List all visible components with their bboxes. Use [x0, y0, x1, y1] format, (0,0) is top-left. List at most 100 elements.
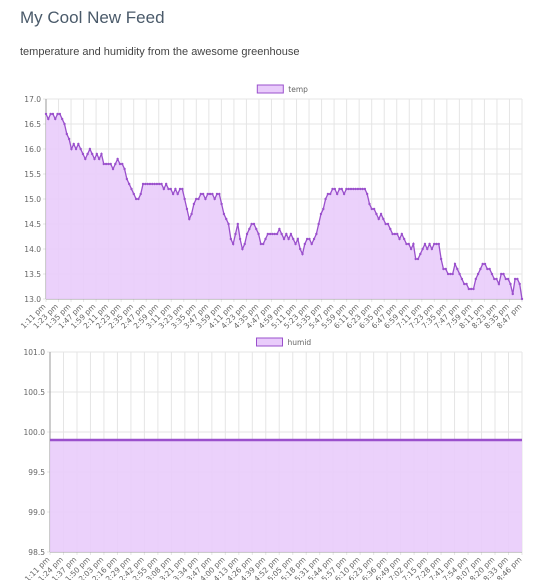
data-point	[402, 237, 406, 241]
data-point	[329, 192, 332, 196]
legend-label: humid	[288, 338, 312, 347]
data-point	[201, 192, 205, 196]
data-point	[453, 262, 457, 266]
data-point	[386, 222, 390, 226]
y-tick-label: 100.5	[24, 388, 46, 397]
data-point	[305, 237, 309, 241]
data-point	[315, 232, 318, 236]
data-point	[292, 237, 295, 241]
data-point	[490, 272, 494, 276]
data-point	[67, 137, 71, 141]
data-point	[310, 242, 313, 246]
data-point	[516, 277, 519, 281]
data-point	[164, 182, 168, 186]
series-area	[46, 114, 522, 299]
data-point	[421, 247, 424, 251]
legend: temp	[256, 84, 308, 94]
data-point	[389, 227, 392, 231]
data-point	[181, 187, 184, 191]
data-point	[248, 227, 251, 231]
data-point	[426, 247, 429, 251]
data-point	[513, 277, 517, 281]
data-point	[114, 162, 117, 166]
data-point	[400, 232, 404, 236]
data-point	[335, 192, 339, 196]
data-point	[144, 182, 147, 186]
data-point	[285, 232, 288, 236]
legend-swatch	[256, 337, 283, 347]
data-point	[486, 267, 489, 271]
data-point	[121, 162, 124, 166]
data-point	[317, 222, 320, 226]
data-point	[190, 212, 193, 216]
data-point	[502, 272, 505, 276]
y-tick-label: 15.5	[24, 170, 41, 179]
legend: humid	[256, 337, 312, 347]
data-point	[396, 232, 399, 236]
data-point	[153, 182, 156, 186]
data-point	[370, 207, 374, 211]
data-point	[118, 162, 122, 166]
data-point	[405, 242, 408, 246]
data-point	[227, 222, 230, 226]
data-point	[493, 277, 496, 281]
y-tick-label: 15.0	[24, 195, 41, 204]
data-point	[213, 197, 216, 201]
data-point	[365, 192, 369, 196]
data-point	[419, 252, 422, 256]
data-point	[500, 272, 503, 276]
data-point	[93, 157, 96, 161]
data-point	[472, 287, 475, 291]
data-point	[77, 142, 80, 146]
data-point	[342, 192, 346, 196]
data-point	[44, 112, 48, 116]
y-tick-label: 100.0	[24, 428, 46, 437]
data-point	[289, 232, 293, 236]
data-point	[481, 262, 484, 266]
data-point	[160, 182, 163, 186]
page-description: temperature and humidity from the awesom…	[20, 46, 300, 58]
series-area	[50, 440, 522, 552]
data-point	[86, 152, 89, 156]
data-point	[432, 242, 436, 246]
data-point	[139, 192, 142, 196]
data-point	[338, 187, 341, 191]
data-point	[511, 292, 514, 296]
y-tick-label: 99.5	[28, 468, 45, 477]
data-point	[273, 232, 276, 236]
data-point	[208, 192, 212, 196]
data-point	[185, 207, 189, 211]
data-point	[155, 182, 159, 186]
data-point	[95, 152, 99, 156]
data-point	[176, 192, 179, 196]
data-point	[449, 272, 452, 276]
data-point	[132, 192, 136, 196]
data-point	[391, 232, 394, 236]
data-point	[206, 192, 209, 196]
data-point	[171, 192, 175, 196]
data-point	[266, 232, 270, 236]
data-point	[412, 242, 415, 246]
data-point	[238, 237, 242, 241]
data-point	[262, 242, 265, 246]
data-point	[451, 272, 454, 276]
data-point	[326, 192, 330, 196]
data-point	[469, 287, 473, 291]
data-point	[183, 197, 186, 201]
data-point	[414, 257, 417, 261]
data-point	[146, 182, 149, 186]
data-point	[368, 202, 371, 206]
data-point	[442, 267, 445, 271]
data-point	[375, 212, 378, 216]
data-point	[483, 262, 487, 266]
data-point	[423, 242, 427, 246]
data-point	[446, 272, 450, 276]
data-point	[104, 162, 108, 166]
data-point	[322, 207, 325, 211]
data-point	[215, 192, 219, 196]
data-point	[509, 282, 512, 286]
data-point	[250, 222, 253, 226]
data-point	[204, 197, 207, 201]
data-point	[56, 112, 59, 116]
data-point	[148, 182, 152, 186]
